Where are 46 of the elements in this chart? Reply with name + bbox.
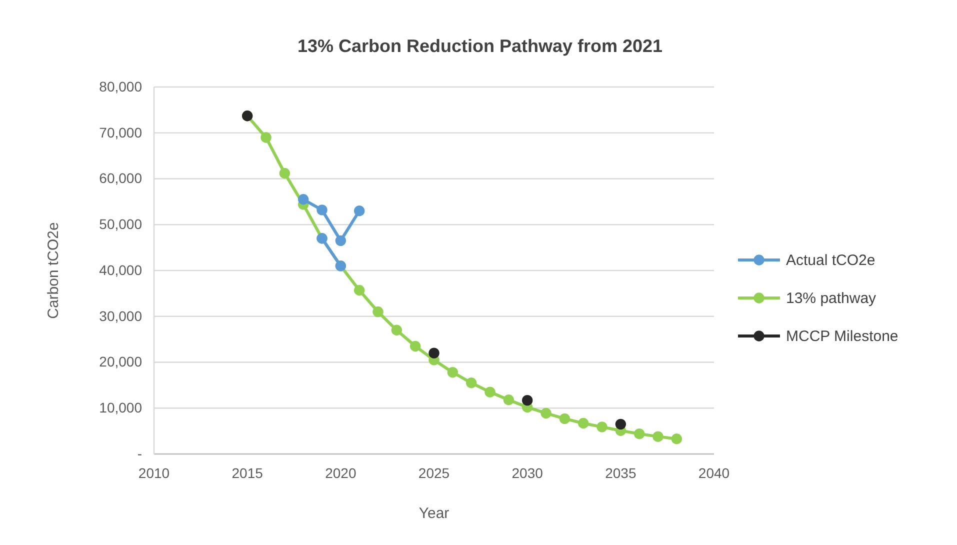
y-tick-label: 50,000: [99, 216, 142, 232]
y-tick-label: 30,000: [99, 308, 142, 324]
point: [410, 340, 421, 352]
y-tick-label: 70,000: [99, 124, 142, 140]
point: [466, 378, 477, 388]
legend-label: 13% pathway: [786, 290, 877, 307]
x-tick-label: 2020: [325, 464, 356, 481]
point: [559, 413, 570, 424]
point: [503, 394, 514, 406]
y-tick-label: 10,000: [99, 400, 142, 416]
point: [391, 324, 402, 336]
point: [522, 394, 533, 406]
point: [428, 348, 440, 358]
x-tick-label: 2040: [698, 464, 730, 481]
y-axis-title: Carbon tCO2e: [45, 222, 62, 319]
point: [615, 418, 626, 430]
point: [354, 206, 365, 216]
point: [335, 235, 346, 246]
x-axis-title: Year: [418, 505, 450, 522]
point: [372, 306, 384, 318]
x-tick-label: 2015: [232, 464, 264, 481]
point: [671, 434, 682, 444]
point: [540, 408, 552, 419]
point: [634, 428, 645, 440]
point: [484, 386, 496, 398]
chart-title: 13% Carbon Reduction Pathway from 2021: [297, 36, 663, 56]
y-tick-label: 40,000: [99, 262, 142, 278]
legend-label: MCCP Milestone: [786, 328, 898, 345]
x-tick-label: 2010: [138, 464, 170, 481]
y-tick-label: 20,000: [99, 354, 142, 370]
point: [652, 431, 664, 442]
x-tick-label: 2035: [605, 464, 636, 481]
point: [260, 132, 272, 143]
y-tick-label: 60,000: [99, 170, 142, 186]
point: [279, 168, 290, 179]
point: [298, 194, 309, 205]
point: [316, 204, 328, 216]
legend-label: Actual tCO2e: [786, 252, 876, 269]
y-tick-label: 80,000: [99, 78, 142, 94]
point: [596, 422, 608, 432]
y-tick-label: -: [137, 445, 142, 462]
point: [578, 418, 589, 429]
point: [354, 284, 365, 296]
x-tick-label: 2030: [512, 464, 544, 481]
x-tick-label: 2025: [418, 464, 450, 481]
point: [447, 367, 458, 378]
